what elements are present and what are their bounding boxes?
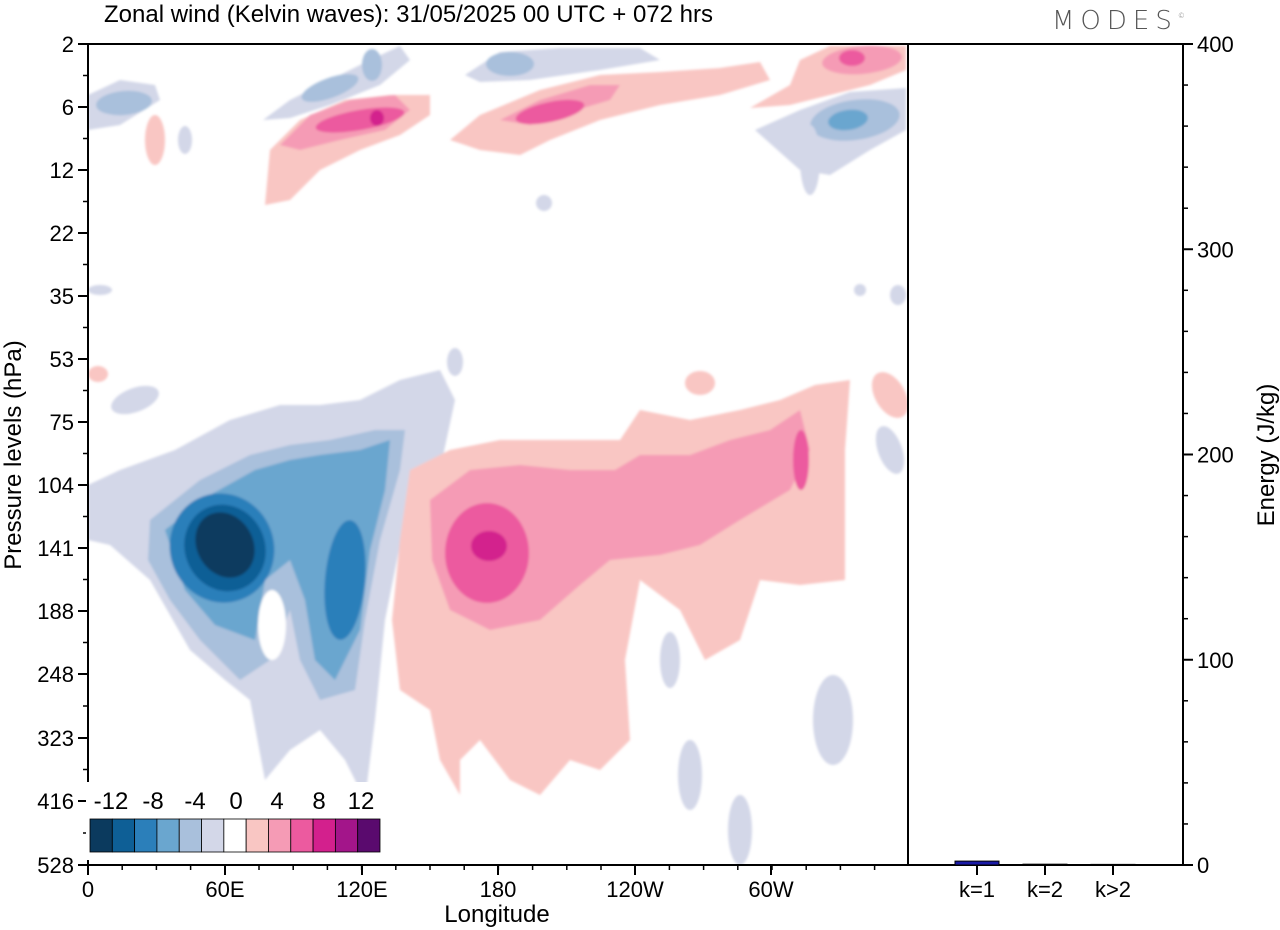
x-tick-label: 60E — [205, 877, 244, 902]
contour-patch — [111, 385, 159, 415]
longitude-axis: 0 60E 120E 180 120W 60W — [82, 865, 876, 902]
contour-patch — [871, 372, 908, 418]
colorbar-swatch — [312, 818, 336, 853]
y-tick-label: 416 — [37, 789, 74, 814]
contour-patch — [839, 50, 865, 66]
colorbar-swatch — [290, 818, 314, 853]
y-tick-label: 75 — [50, 410, 74, 435]
x-axis-label: Longitude — [444, 901, 549, 928]
energy-tick-label: 400 — [1197, 32, 1234, 57]
colorbar-label: 4 — [270, 788, 283, 815]
brand-logo: MODES© — [1052, 6, 1185, 36]
contour-patch — [728, 795, 752, 865]
energy-bar-label: k=2 — [1027, 877, 1063, 902]
x-tick-label: 120W — [606, 877, 664, 902]
x-tick-label: 180 — [480, 877, 517, 902]
y-axis-label: Pressure levels (hPa) — [0, 340, 27, 569]
colorbar: -12 -8 -4 0 4 8 12 — [86, 782, 386, 860]
y-tick-label: 12 — [50, 158, 74, 183]
energy-bar-label: k=1 — [959, 877, 995, 902]
y-tick-label: 528 — [37, 853, 74, 878]
energy-axis-label: Energy (J/kg) — [1253, 384, 1280, 527]
colorbar-label: -4 — [184, 788, 205, 815]
contour-patch — [430, 410, 810, 630]
y-tick-label: 2 — [62, 32, 74, 57]
colorbar-swatch — [156, 818, 180, 853]
colorbar-swatch — [268, 818, 292, 853]
colorbar-swatch — [111, 818, 136, 853]
colorbar-swatch — [178, 818, 202, 853]
colorbar-swatch — [89, 818, 113, 853]
colorbar-label: 0 — [229, 788, 242, 815]
y-tick-label: 248 — [37, 662, 74, 687]
y-tick-label: 323 — [37, 726, 74, 751]
pressure-axis: 2 6 12 22 35 53 75 104 141 188 248 323 416 528 — [37, 32, 88, 878]
contour-patch — [536, 195, 552, 211]
colorbar-swatch — [201, 818, 225, 853]
energy-tick-label: 0 — [1197, 853, 1209, 878]
energy-axis: 0 100 200 300 400 — [1183, 32, 1234, 878]
colorbar-label: 8 — [312, 788, 325, 815]
colorbar-swatch — [357, 818, 381, 853]
contour-patch — [486, 52, 534, 76]
energy-tick-label: 200 — [1197, 443, 1234, 468]
y-tick-label: 188 — [37, 599, 74, 624]
contour-patch — [96, 90, 152, 116]
contour-patch — [890, 285, 906, 305]
contour-patch — [685, 371, 715, 395]
chart-title: Zonal wind (Kelvin waves): 31/05/2025 00… — [104, 1, 713, 28]
energy-bars: k=1 k=2 k>2 — [954, 860, 1136, 902]
contour-patch — [370, 110, 384, 126]
colorbar-swatch — [245, 818, 269, 853]
colorbar-swatch — [223, 818, 247, 853]
y-tick-label: 104 — [37, 473, 74, 498]
contour-patch — [447, 348, 463, 376]
brand-name: MODES — [1052, 6, 1178, 36]
energy-tick-label: 100 — [1197, 648, 1234, 673]
y-tick-label: 53 — [50, 347, 74, 372]
contour-patch — [178, 126, 192, 154]
contour-field — [88, 45, 908, 865]
contour-patch — [88, 366, 108, 382]
x-tick-label: 0 — [82, 877, 94, 902]
contour-patch — [145, 115, 165, 165]
contour-patch — [195, 512, 255, 578]
contour-patch — [450, 62, 770, 155]
contour-patch — [471, 531, 507, 561]
contour-patch — [678, 740, 702, 810]
contour-patch — [301, 74, 359, 102]
y-tick-label: 6 — [62, 95, 74, 120]
y-tick-label: 22 — [50, 221, 74, 246]
colorbar-swatch — [334, 818, 359, 853]
energy-tick-label: 300 — [1197, 237, 1234, 262]
x-tick-label: 60W — [748, 877, 793, 902]
contour-patch — [88, 285, 112, 295]
contour-patch — [362, 49, 382, 81]
y-tick-label: 141 — [37, 536, 74, 561]
contour-patch — [515, 99, 585, 125]
colorbar-label: -8 — [142, 788, 163, 815]
x-tick-label: 120E — [336, 877, 387, 902]
contour-patch — [258, 590, 286, 660]
energy-bar-label: k>2 — [1095, 877, 1131, 902]
energy-bar — [954, 860, 1000, 866]
contour-patch — [828, 109, 868, 131]
colorbar-label: -12 — [94, 788, 129, 815]
brand-mark: © — [1177, 12, 1185, 20]
y-tick-label: 35 — [50, 284, 74, 309]
contour-patch — [813, 675, 853, 765]
colorbar-swatch — [134, 818, 158, 853]
contour-patch — [793, 430, 809, 490]
contour-patch — [324, 520, 366, 640]
colorbar-label: 12 — [348, 788, 375, 815]
contour-patch — [875, 426, 905, 474]
contour-patch — [854, 284, 866, 296]
contour-patch — [660, 632, 680, 688]
contour-patch — [800, 125, 820, 195]
